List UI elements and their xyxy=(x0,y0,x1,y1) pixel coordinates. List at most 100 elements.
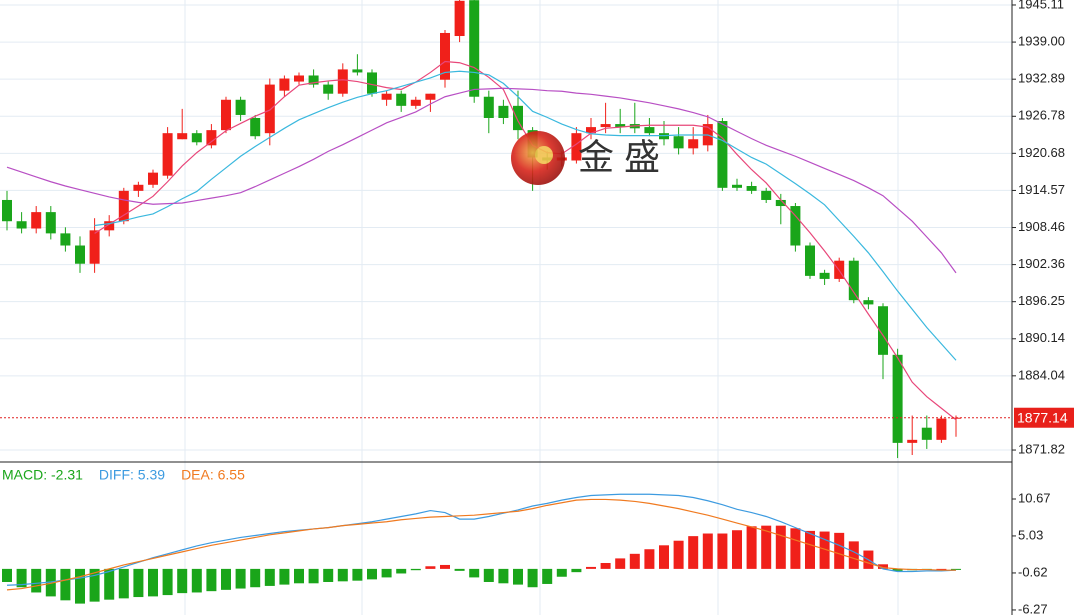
macd-bar xyxy=(629,553,640,569)
watermark-text: 金 盛 xyxy=(578,137,660,178)
y-tick-label: 1871.82 xyxy=(1018,441,1065,456)
macd-bar xyxy=(761,525,772,569)
candle-body xyxy=(337,69,348,94)
candle-body xyxy=(250,117,261,137)
candle-body xyxy=(396,93,407,106)
macd-bar xyxy=(717,533,728,569)
candle-body xyxy=(878,306,888,355)
candle-body xyxy=(440,32,450,80)
macd-bar xyxy=(162,568,173,596)
indicator-label: DEA: 6.55 xyxy=(181,467,245,483)
macd-bar xyxy=(951,568,961,570)
macd-bar xyxy=(834,532,845,569)
macd-bar xyxy=(352,568,363,581)
candle-body xyxy=(264,84,275,134)
macd-bar xyxy=(294,568,304,584)
indicator-label: MACD: -2.31 xyxy=(2,467,83,483)
candle-body xyxy=(16,221,27,229)
macd-bar xyxy=(790,528,801,569)
candle-body xyxy=(673,136,684,149)
candle-body xyxy=(2,199,12,222)
y-tick-label: 1884.04 xyxy=(1018,367,1065,382)
indicator-line xyxy=(94,60,957,421)
candle-body xyxy=(717,121,728,188)
candle-body xyxy=(367,72,377,94)
candle-body xyxy=(921,427,932,440)
macd-bar xyxy=(264,568,275,586)
y-tick-label: 1914.57 xyxy=(1018,182,1065,197)
macd-bar xyxy=(659,545,669,569)
candle-body xyxy=(936,418,947,440)
macd-bar xyxy=(615,558,626,569)
candle-body xyxy=(688,139,699,149)
macd-bar xyxy=(440,564,450,569)
macd-bar xyxy=(673,540,684,569)
candle-body xyxy=(352,69,363,73)
candle-body xyxy=(75,245,85,264)
candle-body xyxy=(761,190,772,200)
candle-body xyxy=(775,199,786,207)
macd-bar xyxy=(892,568,903,571)
candle-body xyxy=(586,127,596,134)
y-tick-label: 1896.25 xyxy=(1018,293,1065,308)
y-tick-label: 1902.36 xyxy=(1018,256,1065,271)
candle-body xyxy=(308,75,319,85)
macd-bar xyxy=(410,568,421,571)
candle-body xyxy=(746,186,757,191)
indicator-line xyxy=(94,70,957,361)
macd-bar xyxy=(527,568,538,588)
candle-body xyxy=(89,230,100,264)
candle-body xyxy=(221,99,231,131)
macd-bar xyxy=(469,568,480,578)
macd-bar xyxy=(805,530,815,569)
candle-body xyxy=(819,272,830,279)
macd-bar xyxy=(250,568,261,588)
logo-dot xyxy=(535,146,553,164)
macd-bar xyxy=(323,568,334,582)
candle-body xyxy=(848,260,859,301)
macd-bar xyxy=(513,568,523,585)
macd-bar xyxy=(235,568,246,589)
candle-body xyxy=(148,172,158,185)
macd-bar xyxy=(732,530,742,569)
vertical-grid xyxy=(184,0,899,615)
macd-bar xyxy=(337,568,348,582)
macd-bar xyxy=(483,568,494,582)
macd-bar xyxy=(454,568,465,571)
candle-body xyxy=(410,99,421,106)
last-price-label: 1877.14 xyxy=(1017,409,1068,425)
macd-bar xyxy=(586,566,596,569)
y-tick-label: 1932.89 xyxy=(1018,71,1065,86)
macd-bar xyxy=(31,568,42,593)
indicator-line xyxy=(6,493,957,586)
candle-body xyxy=(235,99,246,115)
candle-body xyxy=(659,133,669,140)
macd-bar xyxy=(60,568,71,601)
candle-body xyxy=(454,0,465,37)
indicator-label: DIFF: 5.39 xyxy=(99,467,165,483)
macd-bar xyxy=(133,568,144,598)
y-tick-label: 10.67 xyxy=(1018,490,1051,505)
candle-body xyxy=(513,105,523,131)
candle-body xyxy=(732,184,742,188)
macd-bar xyxy=(75,568,85,604)
candle-body xyxy=(381,93,392,100)
macd-bar xyxy=(600,562,611,569)
candle-body xyxy=(644,127,655,134)
y-tick-label: 5.03 xyxy=(1018,527,1043,542)
candle-body xyxy=(805,245,815,276)
macd-bar xyxy=(279,568,290,585)
macd-bar xyxy=(45,568,56,597)
macd-bar xyxy=(936,568,947,570)
macd-bar xyxy=(848,541,859,569)
macd-bar xyxy=(381,568,392,578)
macd-bar xyxy=(206,568,217,592)
candle-body xyxy=(483,96,494,118)
indicator-line xyxy=(6,87,957,274)
candle-body xyxy=(571,133,582,161)
candle-body xyxy=(206,130,217,146)
candle-body xyxy=(323,84,334,94)
candle-body xyxy=(104,221,115,231)
